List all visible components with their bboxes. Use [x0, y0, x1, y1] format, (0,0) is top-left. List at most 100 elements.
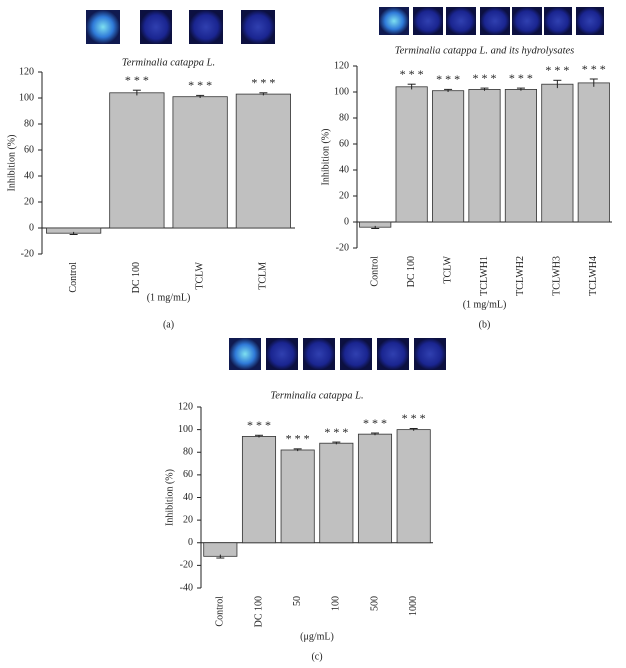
thumbnail [379, 7, 409, 35]
chart-title: Terminalia catappa L. [270, 390, 363, 401]
y-tick-label: 80 [24, 118, 34, 129]
y-axis-label: Inhibition (%) [164, 469, 175, 526]
y-tick-label: 100 [19, 92, 34, 103]
thumbnail [414, 338, 446, 370]
thumbnail [576, 7, 604, 35]
thumbnails-c [229, 338, 446, 370]
thumbnail [229, 338, 261, 370]
significance-label: * * * [402, 411, 426, 425]
y-tick-label: 0 [344, 216, 349, 227]
y-tick-label: 40 [183, 492, 193, 503]
x-tick-label: TCLWH4 [588, 256, 599, 296]
thumbnail [544, 7, 572, 35]
x-tick-label: 50 [292, 596, 303, 606]
x-axis-label: (1 mg/mL) [463, 299, 507, 310]
y-tick-label: 60 [339, 138, 349, 149]
significance-label: * * * [363, 416, 387, 430]
thumbnail [512, 7, 542, 35]
chart-title: Terminalia catappa L. [122, 57, 215, 68]
thumbnail [189, 10, 223, 44]
x-tick-label: Control [68, 262, 79, 293]
bar [541, 83, 574, 223]
y-tick-label: 40 [24, 170, 34, 181]
thumbnail [266, 338, 298, 370]
y-tick-label: 120 [334, 60, 349, 71]
y-tick-label: 40 [339, 164, 349, 175]
significance-label: * * * [473, 71, 497, 85]
significance-label: * * * [188, 78, 212, 92]
y-tick-label: 0 [29, 222, 34, 233]
significance-label: * * * [582, 62, 606, 76]
bar [357, 433, 393, 544]
x-tick-label: 1000 [408, 596, 419, 616]
y-tick-label: 100 [178, 424, 193, 435]
significance-label: * * * [436, 72, 460, 86]
x-axis-label: (1 mg/mL) [147, 292, 191, 303]
x-tick-label: TCLW [442, 255, 453, 283]
y-tick-label: 20 [183, 514, 193, 525]
x-tick-label: TCLWH1 [479, 256, 490, 296]
y-tick-label: -20 [336, 242, 349, 253]
thumbnails-b [379, 7, 604, 35]
significance-label: * * * [247, 418, 271, 432]
significance-label: * * * [125, 73, 149, 87]
x-tick-label: TCLWH2 [515, 256, 526, 296]
y-tick-label: 0 [188, 537, 193, 548]
significance-label: * * * [324, 425, 348, 439]
x-tick-label: Control [215, 596, 226, 627]
y-tick-label: -20 [180, 560, 193, 571]
panel-label: (c) [311, 651, 322, 662]
x-tick-label: DC 100 [406, 256, 417, 287]
x-tick-label: DC 100 [131, 262, 142, 293]
bar [432, 90, 465, 223]
thumbnail [413, 7, 443, 35]
y-tick-label: 120 [178, 401, 193, 412]
thumbnails-a [86, 10, 275, 44]
y-tick-label: 60 [24, 144, 34, 155]
y-tick-label: -20 [21, 248, 34, 259]
thumbnail [303, 338, 335, 370]
x-tick-label: TCLM [258, 262, 269, 290]
x-tick-label: 500 [369, 596, 380, 611]
y-axis-label: Inhibition (%) [6, 135, 17, 192]
y-tick-label: 80 [183, 447, 193, 458]
significance-label: * * * [545, 63, 569, 77]
significance-label: * * * [509, 71, 533, 85]
bar [396, 429, 431, 544]
bar [203, 542, 238, 557]
y-tick-label: 60 [183, 469, 193, 480]
bar [172, 96, 228, 229]
bar [319, 442, 354, 544]
x-tick-label: Control [370, 256, 381, 287]
x-tick-label: TCLW [194, 261, 205, 289]
bar [109, 92, 165, 229]
chart-title: Terminalia catappa L. and its hydrolysat… [395, 45, 574, 56]
panel-label: (a) [163, 319, 174, 330]
y-tick-label: 120 [19, 66, 34, 77]
x-tick-label: DC 100 [253, 596, 264, 627]
bar [280, 449, 315, 544]
thumbnail [241, 10, 275, 44]
y-tick-label: -40 [180, 582, 193, 593]
thumbnail [340, 338, 372, 370]
significance-label: * * * [400, 67, 424, 81]
y-tick-label: 100 [334, 86, 349, 97]
significance-label: * * * [251, 76, 275, 90]
bar [241, 436, 277, 544]
bar [395, 86, 428, 223]
x-axis-label: (μg/mL) [300, 631, 334, 642]
thumbnail [86, 10, 120, 44]
y-tick-label: 20 [339, 190, 349, 201]
thumbnail [377, 338, 409, 370]
panel-label: (b) [479, 319, 491, 330]
bar [504, 89, 537, 223]
y-tick-label: 20 [24, 196, 34, 207]
thumbnail [140, 10, 172, 44]
y-axis-label: Inhibition (%) [320, 129, 331, 186]
bar [468, 89, 501, 223]
thumbnail [480, 7, 510, 35]
x-tick-label: 100 [331, 596, 342, 611]
y-tick-label: 80 [339, 112, 349, 123]
